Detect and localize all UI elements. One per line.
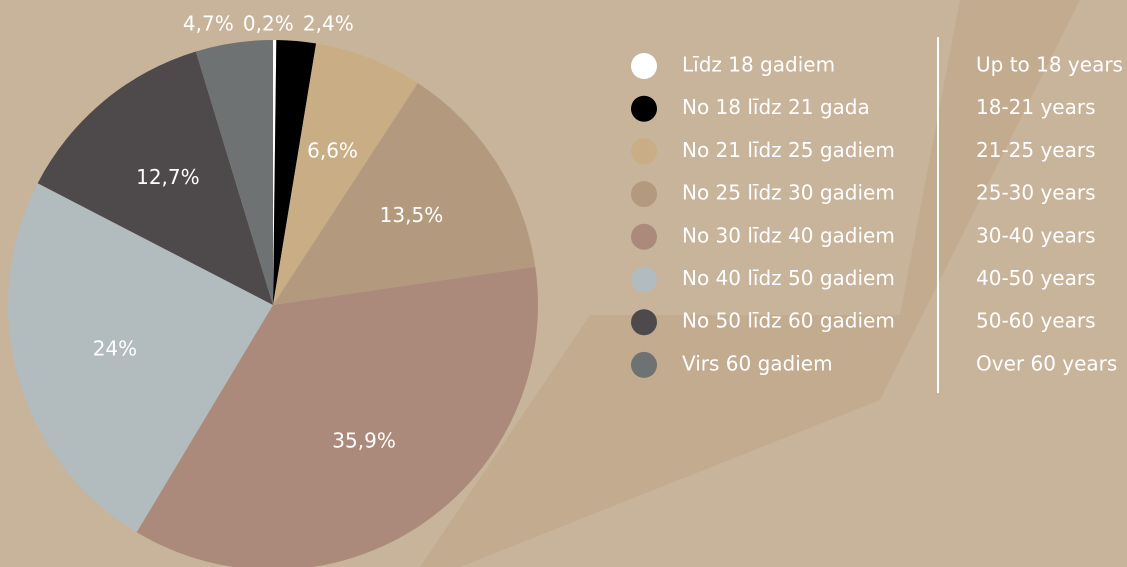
pie-slice [273,43,418,305]
pie [8,40,538,567]
legend-label: Virs 60 gadiem [682,351,833,375]
pie-slice [136,266,538,567]
pie-slice [37,51,273,305]
legend-label-en: Up to 18 years [976,53,1123,77]
legend-label-en: 50-60 years [976,309,1096,333]
legend-swatch [631,181,657,208]
legend-label-en: Over 60 years [976,351,1117,375]
legend-swatch [631,309,657,336]
background-shape [420,0,1080,567]
data-label: 35,9% [332,428,396,452]
legend-label: No 30 līdz 40 gadiem [682,223,895,247]
legend-label-en: 30-40 years [976,223,1096,247]
legend-label: No 50 līdz 60 gadiem [682,309,895,333]
legend-label-en: 21-25 years [976,138,1096,162]
legend-label: No 21 līdz 25 gadiem [682,138,895,162]
legend-swatch [631,95,657,122]
legend-swatch [631,138,657,165]
pie-slice [273,83,536,305]
legend-swatch [631,266,657,293]
pie-slice [8,183,274,533]
data-label: 6,6% [307,138,358,162]
legend: Līdz 18 gadiem Up to 18 years No 18 līdz 2… [631,53,1123,378]
legend-label: No 18 līdz 21 gada [682,95,870,119]
legend-label: No 25 līdz 30 gadiem [682,181,895,205]
data-label: 12,7% [136,165,200,189]
data-label: 4,7% [183,12,234,36]
legend-label: Līdz 18 gadiem [682,53,835,77]
pie-slice [195,40,273,305]
legend-swatch [631,351,657,378]
pie-labels: 6,6% 13,5% 35,9% 24% 12,7% 4,7% 0,2% 2,4% [93,12,444,453]
legend-swatch [631,223,657,250]
pie-slice [273,40,317,305]
data-label: 0,2% [243,12,294,36]
data-label: 2,4% [303,12,354,36]
legend-label: No 40 līdz 50 gadiem [682,266,895,290]
pie-slice [273,40,277,305]
legend-label-en: 25-30 years [976,181,1096,205]
legend-swatch [631,53,657,79]
data-label: 24% [93,336,137,360]
legend-label-en: 18-21 years [976,95,1096,119]
legend-label-en: 40-50 years [976,266,1096,290]
data-label: 13,5% [380,203,444,227]
